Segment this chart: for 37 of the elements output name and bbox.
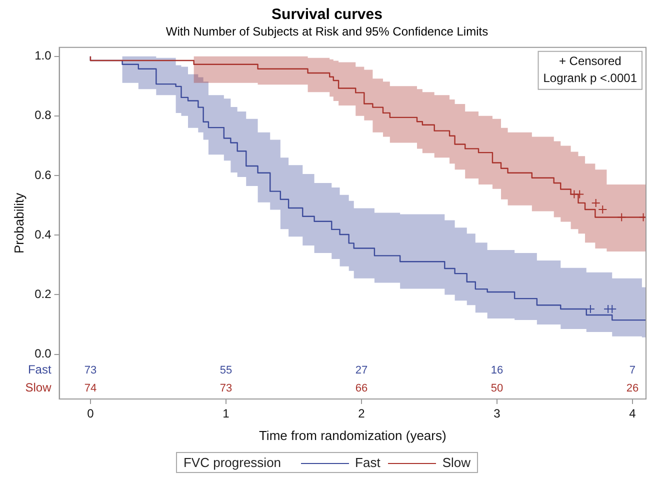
point (591, 198, 600, 208)
point (617, 212, 626, 222)
y-axis-title: Probability (11, 192, 26, 254)
annotation: 16 (490, 364, 504, 376)
x-tick-label: 2 (358, 406, 366, 421)
text: Fast (28, 362, 52, 377)
x-tick-label: 3 (494, 406, 501, 421)
point (586, 304, 595, 314)
legend-title: FVC progression (183, 455, 282, 470)
annotation: 74 (84, 382, 97, 394)
legend-label: Fast (354, 455, 380, 470)
y-tick-label: 0.8 (34, 108, 52, 122)
annotation: 73 (220, 382, 232, 394)
legend-label: Slow (441, 455, 471, 470)
y-tick-label: 1.0 (34, 48, 52, 63)
point (598, 204, 608, 214)
x-axis-title: Time from randomization (years) (258, 428, 446, 443)
annotation: 55 (220, 364, 232, 376)
annotation: 27 (355, 364, 368, 376)
annotation: 26 (626, 382, 639, 394)
x-tick-label: 1 (222, 406, 230, 421)
annotation: 7 (629, 364, 636, 376)
y-tick-label: 0.2 (34, 287, 52, 302)
x-tick-label: 4 (629, 406, 636, 421)
chart-title: Survival curves (272, 6, 382, 24)
y-tick-label: 0.4 (34, 227, 52, 242)
annotation: 66 (355, 382, 368, 394)
y-tick-label: 0.6 (34, 168, 52, 182)
point (575, 190, 584, 199)
text: Slow (25, 380, 52, 395)
annotation: 73 (84, 364, 97, 376)
chart-subtitle: With Number of Subjects at Risk and 95% Confidence Limits (166, 24, 488, 39)
annotation: 50 (490, 382, 504, 394)
annotation: + Censored (558, 54, 622, 68)
annotation: Logrank p <.0001 (543, 71, 638, 86)
y-tick-label: 0.0 (34, 346, 52, 361)
x-tick-label: 0 (87, 406, 94, 421)
